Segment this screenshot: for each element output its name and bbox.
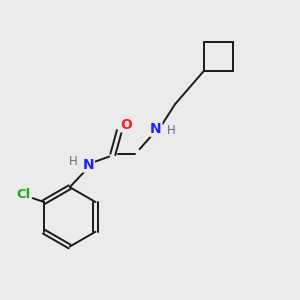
Text: H: H xyxy=(69,155,78,168)
Text: Cl: Cl xyxy=(16,188,30,201)
Text: N: N xyxy=(150,122,162,136)
Text: O: O xyxy=(120,118,132,132)
Text: H: H xyxy=(167,124,176,137)
Text: N: N xyxy=(83,158,94,172)
